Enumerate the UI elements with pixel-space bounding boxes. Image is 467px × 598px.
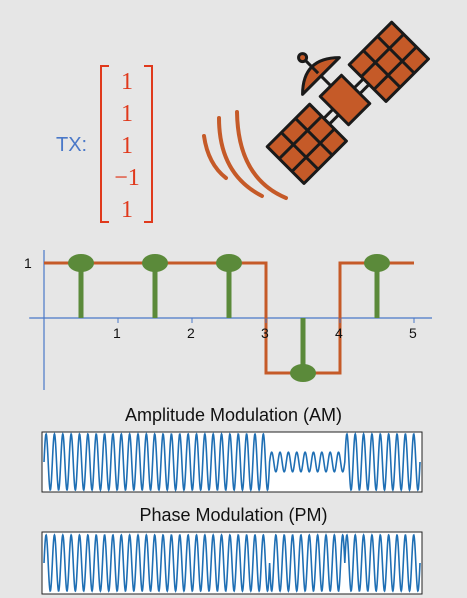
panel-grid xyxy=(280,131,320,171)
stem-marker-2 xyxy=(142,254,168,272)
panel-grid xyxy=(294,117,334,157)
vector-bracket xyxy=(100,65,153,223)
right-bracket xyxy=(144,65,153,223)
stem-marker-5 xyxy=(364,254,390,272)
signal-wave-middle xyxy=(217,116,264,198)
am-plot xyxy=(41,431,423,493)
x-tick-label-5: 5 xyxy=(409,325,417,341)
panel-grid xyxy=(360,33,405,78)
satellite-icon xyxy=(265,20,430,185)
stem-marks xyxy=(68,254,390,382)
tx-label: TX: xyxy=(56,134,88,156)
vector-entry-4: −1 xyxy=(114,165,140,191)
x-tick-label-2: 2 xyxy=(187,325,195,341)
stem-ticks: 1 2 3 4 5 1 xyxy=(24,255,417,341)
satellite-boom-lower-2 xyxy=(328,113,340,126)
satellite-boom-lower xyxy=(322,108,335,120)
solar-panel-lower xyxy=(265,102,348,185)
stem-marker-1 xyxy=(68,254,94,272)
satellite-boom-upper xyxy=(353,77,365,90)
left-bracket xyxy=(100,65,109,223)
stem-chart: 1 2 3 4 5 1 xyxy=(24,250,432,390)
signal-waves-icon xyxy=(202,110,288,200)
am-title: Amplitude Modulation (AM) xyxy=(124,405,343,425)
vector-entry-1: 1 xyxy=(121,69,133,95)
x-tick-label-4: 4 xyxy=(335,325,343,341)
panel-grid xyxy=(362,49,402,89)
panel-grid xyxy=(290,127,336,173)
panel-grid xyxy=(372,45,418,91)
am-carrier-wave xyxy=(43,432,421,492)
stem-marker-4 xyxy=(290,364,316,382)
signal-wave-outer xyxy=(235,110,288,200)
signal-wave-inner xyxy=(202,134,228,180)
satellite-boom-upper-2 xyxy=(358,83,371,95)
panel-grid xyxy=(278,115,323,160)
vector-entry-3: 1 xyxy=(121,133,133,159)
y-tick-label-1: 1 xyxy=(24,255,32,271)
panel-grid xyxy=(376,35,416,75)
vector-entry-2: 1 xyxy=(121,101,133,127)
satellite-dish-arm xyxy=(319,74,332,87)
stem-marker-3 xyxy=(216,254,242,272)
vector-entry-5: 1 xyxy=(121,197,133,223)
x-tick-label-1: 1 xyxy=(113,325,121,341)
satellite-dish-feed xyxy=(302,57,320,75)
solar-panel-upper xyxy=(347,20,430,103)
pm-plot xyxy=(41,531,423,595)
pm-carrier-wave xyxy=(43,533,421,593)
satellite-dish-feed-tip xyxy=(297,52,309,64)
pm-title: Phase Modulation (PM) xyxy=(139,505,328,525)
x-tick-label-3: 3 xyxy=(261,325,269,341)
